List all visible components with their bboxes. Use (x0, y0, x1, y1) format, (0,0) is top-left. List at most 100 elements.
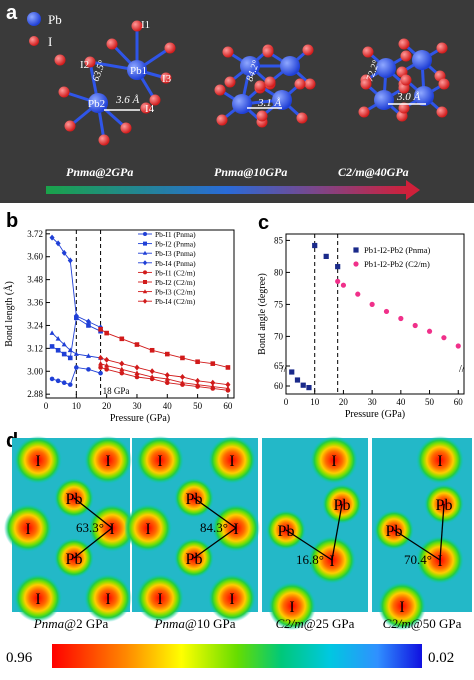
bond-line (285, 529, 333, 561)
i-atom (98, 134, 110, 146)
atom-label-i: I (229, 453, 234, 470)
atom-label-i: I (35, 453, 40, 470)
y-tick-label: 65 (274, 361, 284, 371)
data-point (398, 315, 404, 322)
bond-line (331, 503, 343, 561)
series-pb-i2-c2-m- (98, 326, 231, 370)
data-point (195, 381, 201, 387)
plot-frame (285, 233, 465, 395)
panel-b-label: b (6, 210, 19, 232)
y-tick-label: 85 (274, 235, 284, 245)
data-point (143, 232, 147, 236)
x-tick-label: 0 (44, 401, 49, 411)
y-axis-label: Bond length (Å) (3, 281, 15, 347)
i-atom (214, 84, 226, 96)
elf-atom-blob (268, 582, 316, 630)
i-atom (264, 76, 276, 88)
data-point (104, 356, 110, 363)
data-point (300, 382, 306, 388)
data-point (143, 241, 147, 246)
data-point (61, 341, 67, 347)
pb-atom (280, 56, 300, 76)
pb-atom (88, 93, 108, 113)
data-point (164, 376, 170, 381)
x-tick-label: 10 (72, 401, 82, 411)
y-tick-label: 60 (274, 381, 284, 391)
atom-label-i: I (105, 453, 110, 470)
pb-atom (376, 58, 396, 78)
data-point (98, 354, 104, 361)
x-tick-label: 30 (368, 397, 378, 407)
legend-entry: Pb-I1 (Pnma) (155, 230, 196, 239)
data-point (67, 355, 73, 361)
axis-break-right: // (459, 364, 465, 375)
data-point (210, 379, 216, 386)
data-point (55, 378, 61, 384)
series-pb-i4-c2-m- (98, 354, 231, 388)
x-tick-label: 50 (193, 401, 203, 411)
data-point (323, 253, 329, 259)
x-tick-label: 40 (163, 401, 173, 411)
atom-label-i: I (233, 521, 238, 538)
data-point (412, 322, 418, 329)
pb-atom (412, 50, 432, 70)
atom-label-i: I (145, 521, 150, 538)
y-tick-label: 2.88 (27, 389, 43, 399)
i-atom (358, 106, 370, 118)
y-tick-label: 80 (274, 267, 284, 277)
distance-label: 3.6 Å (115, 94, 140, 106)
caption-pressure: @25 GPa (304, 616, 355, 631)
data-point (119, 366, 125, 372)
bond-line (73, 497, 113, 529)
i-atom (400, 50, 412, 62)
elf-atom-blob (208, 436, 256, 484)
pb-atom (127, 60, 147, 80)
i-atom (84, 56, 96, 68)
data-point (142, 298, 148, 304)
legend-entry: Pb-I4 (Pnma) (155, 259, 196, 268)
i-atom (106, 38, 118, 50)
data-point (195, 377, 201, 384)
legend-i-atom (29, 36, 39, 46)
atom-label-i2: I2 (80, 59, 89, 71)
atom-label-i: I (229, 591, 234, 608)
atom-label-i: I (105, 591, 110, 608)
y-tick-label: 3.24 (27, 320, 43, 330)
i-atom (224, 76, 236, 88)
pb-atom (232, 94, 252, 114)
structure-caption: C2/m@40GPa (338, 165, 409, 179)
data-point (353, 247, 359, 253)
series-line (100, 363, 228, 389)
legend-pb-label: Pb (48, 12, 62, 27)
bond-angle-chart: 0 10 20 30 40 50 60 60 65 70 75 80 85 // // Pressure (G… (257, 233, 465, 420)
colorbar-max-label: 0.02 (428, 650, 454, 666)
atom-label-i: I (437, 553, 442, 570)
i-atom (222, 46, 234, 58)
data-point (67, 257, 73, 264)
data-point (55, 336, 61, 341)
y-tick-label: 3.00 (27, 366, 43, 376)
panel-c-label: c (258, 212, 270, 234)
data-point (86, 367, 91, 372)
elf-atom-blob (310, 436, 358, 484)
angle-label: 63.3° (76, 520, 104, 535)
data-point (335, 278, 341, 284)
data-point (67, 347, 73, 353)
i-atom (54, 54, 66, 66)
map-caption: C2/m@25 GPa (276, 616, 355, 631)
x-tick-label: 50 (425, 397, 435, 407)
pb-atom (240, 56, 260, 76)
i-atom (398, 102, 410, 114)
y-tick-label: 75 (274, 299, 284, 309)
i-atom (254, 80, 266, 92)
data-point (61, 351, 67, 357)
atom-label-i: I (399, 599, 404, 616)
bond-line (193, 497, 237, 529)
data-point (49, 376, 55, 382)
y-tick-label: 3.60 (27, 252, 43, 262)
data-point (289, 369, 295, 375)
data-point (55, 347, 61, 353)
data-point (369, 301, 375, 307)
